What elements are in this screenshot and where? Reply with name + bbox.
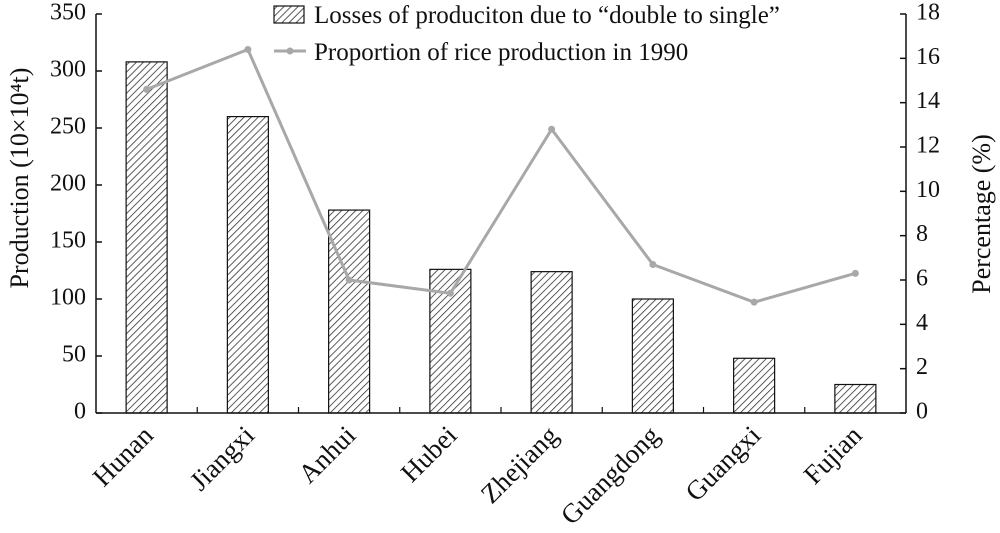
left-tick-label: 300: [50, 57, 86, 83]
legend-bar-label: Losses of produciton due to “double to s…: [314, 2, 780, 29]
y-axis-title-right: Percentage (%): [967, 134, 996, 294]
left-tick-label: 0: [74, 399, 86, 425]
bar-guangdong: [631, 298, 674, 414]
bar-zhejiang: [530, 271, 573, 414]
line-point-guangdong: [649, 260, 657, 268]
left-tick-label: 50: [62, 342, 86, 368]
right-tick-label: 12: [916, 133, 940, 159]
bar-jiangxi: [226, 115, 269, 414]
line-point-zhejiang: [548, 125, 556, 133]
line-point-hubei: [446, 289, 454, 297]
left-tick-label: 100: [50, 285, 86, 311]
left-tick-label: 150: [50, 228, 86, 254]
legend-line-marker: [286, 47, 294, 55]
line-point-hunan: [143, 85, 151, 93]
bar-fujian: [834, 383, 877, 414]
x-ticks: [196, 407, 806, 413]
line-point-fujian: [851, 269, 859, 277]
legend: Losses of produciton due to “double to s…: [273, 2, 780, 66]
right-tick-label: 4: [916, 310, 928, 336]
bar-guangxi: [733, 357, 776, 414]
left-tick-label: 200: [50, 171, 86, 197]
right-tick-label: 18: [916, 0, 940, 26]
right-tick-label: 8: [916, 221, 928, 247]
right-tick-label: 0: [916, 399, 928, 425]
bar-hunan: [125, 61, 168, 414]
category-label-guangxi: Guangxi: [679, 420, 766, 507]
y-axis-title-left: Production (10×10⁴t): [5, 68, 34, 289]
line-layer: [143, 45, 859, 306]
bar-anhui: [328, 209, 371, 414]
legend-bar-swatch: [273, 5, 305, 24]
line-point-anhui: [345, 276, 353, 284]
category-label-jiangxi: Jiangxi: [184, 420, 260, 496]
right-tick-label: 10: [916, 177, 940, 203]
right-tick-label: 2: [916, 354, 928, 380]
category-label-guangdong: Guangdong: [555, 420, 665, 530]
right-ticks: 0 2 4 6 8 10 12 14 16 18: [900, 0, 940, 425]
proportion-line: [146, 47, 856, 304]
left-tick-label: 250: [50, 114, 86, 140]
right-tick-label: 14: [916, 88, 940, 114]
left-ticks: 0 50 100 150 200 250 300 350: [50, 0, 102, 425]
legend-line-label: Proportion of rice production in 1990: [314, 39, 688, 66]
right-tick-label: 6: [916, 266, 928, 292]
category-label-anhui: Anhui: [292, 420, 361, 489]
line-point-jiangxi: [244, 45, 252, 53]
category-label-zhejiang: Zhejiang: [475, 420, 564, 509]
left-tick-label: 350: [50, 0, 86, 26]
category-label-hunan: Hunan: [87, 420, 159, 492]
bars-layer: [125, 61, 877, 414]
line-point-guangxi: [750, 298, 758, 306]
right-tick-label: 16: [916, 44, 940, 70]
category-label-hubei: Hubei: [395, 420, 463, 488]
category-label-fujian: Fujian: [798, 420, 868, 490]
